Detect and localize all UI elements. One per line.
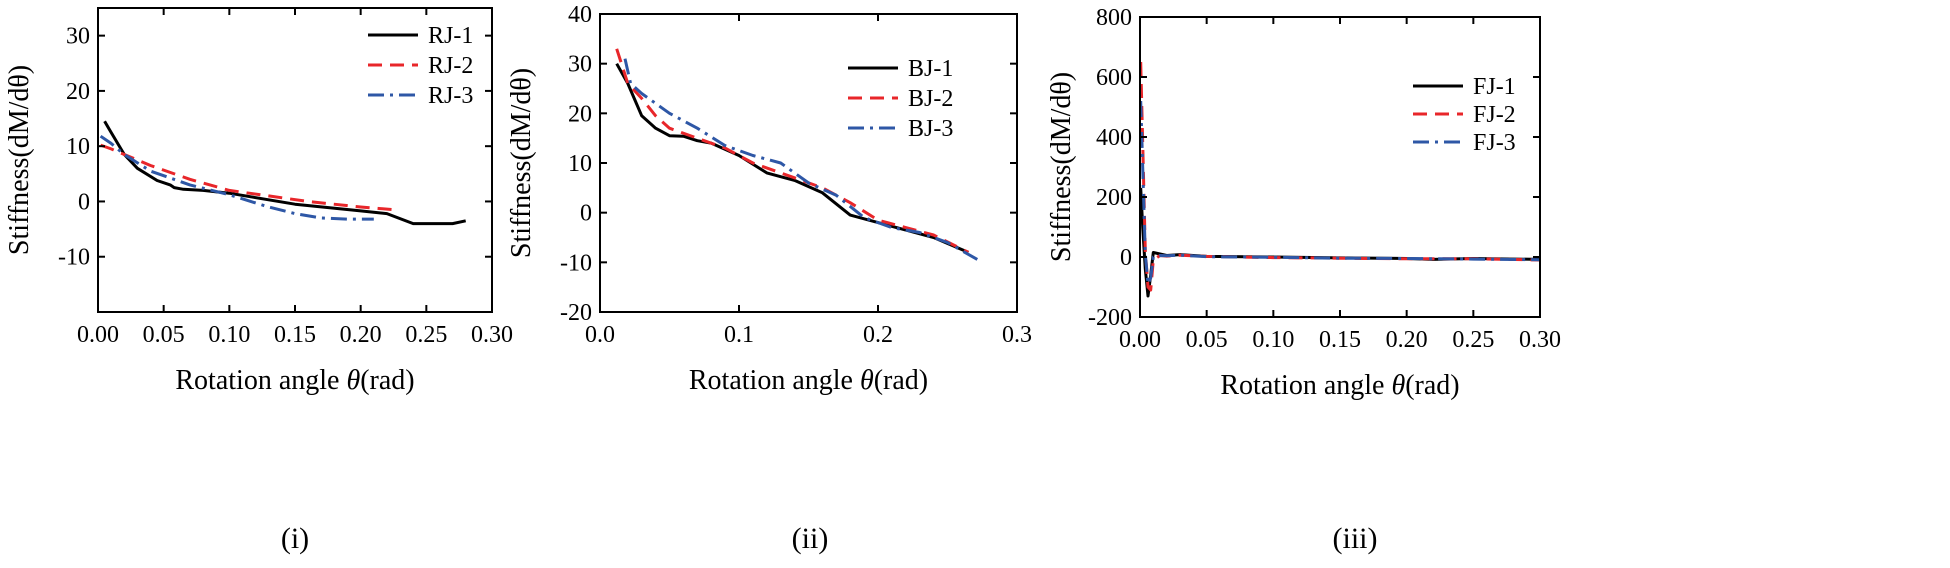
series-line-rj-1 xyxy=(103,120,467,226)
x-tick-label: 0.05 xyxy=(1186,327,1228,353)
series-line-fj-1 xyxy=(1140,187,1540,298)
panel-label: (ii) xyxy=(792,522,829,555)
series-line-bj-3 xyxy=(623,58,984,264)
legend-label-rj-3: RJ-3 xyxy=(428,83,473,109)
x-tick-label: 0.25 xyxy=(405,322,447,348)
legend-label-rj-1: RJ-1 xyxy=(428,23,473,49)
legend-label-fj-2: FJ-2 xyxy=(1473,102,1516,128)
x-axis-title: Rotation angle θ(rad) xyxy=(175,365,414,396)
panel-label: (i) xyxy=(281,522,309,555)
y-tick-label: 200 xyxy=(1096,185,1132,211)
y-tick-label: 0 xyxy=(78,189,90,215)
y-tick-label: 30 xyxy=(568,52,592,78)
y-tick-label: -10 xyxy=(58,245,90,271)
x-tick-label: 0.30 xyxy=(1519,327,1561,353)
y-axis-title: Stiffness(dM/dθ) xyxy=(1046,72,1077,262)
panel-label: (iii) xyxy=(1333,522,1378,555)
x-tick-label: 0.10 xyxy=(1252,327,1294,353)
x-tick-label: 0.20 xyxy=(340,322,382,348)
series-line-fj-3 xyxy=(1140,100,1540,286)
series-line-rj-2 xyxy=(100,143,394,212)
chart-panel-ii: 0.0 0.1 0.2 0.3 -20 -10 0 10 20 30 40 Rotation angl… xyxy=(506,2,1032,555)
x-tick-label: 0.05 xyxy=(143,322,185,348)
x-tick-label: 0.0 xyxy=(585,322,615,348)
x-tick-label: 0.1 xyxy=(724,322,754,348)
y-axis-title: Stiffness(dM/dθ) xyxy=(506,68,537,258)
y-tick-label: 0 xyxy=(1120,245,1132,271)
y-tick-label: 800 xyxy=(1096,5,1132,31)
series-line-rj-3 xyxy=(99,134,374,221)
y-axis-title: Stiffness(dM/dθ) xyxy=(4,65,35,255)
x-axis-title: Rotation angle θ(rad) xyxy=(689,365,928,396)
x-tick-label: 0.15 xyxy=(1319,327,1361,353)
y-tick-label: 20 xyxy=(568,101,592,127)
y-tick-label: 10 xyxy=(568,151,592,177)
x-tick-label: 0.30 xyxy=(471,322,513,348)
x-tick-label: 0.25 xyxy=(1452,327,1494,353)
chart-panel-iii: 0.00 0.05 0.10 0.15 0.20 0.25 0.30 -200 0 200 400 6… xyxy=(1046,5,1561,555)
y-tick-label: 10 xyxy=(66,134,90,160)
plot-frame xyxy=(599,13,1018,313)
x-tick-label: 0.10 xyxy=(208,322,250,348)
series-line-bj-2 xyxy=(615,48,970,254)
y-tick-label: 0 xyxy=(580,201,592,227)
legend-label-bj-2: BJ-2 xyxy=(908,86,953,112)
chart-panel-i: 0.00 0.05 0.10 0.15 0.20 0.25 0.30 -10 0 10 20 30 Ro… xyxy=(4,7,513,555)
y-tick-label: 600 xyxy=(1096,65,1132,91)
y-tick-label: 400 xyxy=(1096,125,1132,151)
x-tick-label: 0.20 xyxy=(1386,327,1428,353)
x-tick-label: 0.00 xyxy=(77,322,119,348)
x-tick-label: 0.15 xyxy=(274,322,316,348)
legend-label-fj-3: FJ-3 xyxy=(1473,130,1516,156)
plot-frame xyxy=(1139,16,1541,318)
legend-label-bj-1: BJ-1 xyxy=(908,56,953,82)
y-tick-label: 20 xyxy=(66,79,90,105)
y-tick-label: 30 xyxy=(66,24,90,50)
legend-label-bj-3: BJ-3 xyxy=(908,116,953,142)
y-tick-label: -20 xyxy=(560,300,592,326)
legend-label-rj-2: RJ-2 xyxy=(428,53,473,79)
x-axis-title: Rotation angle θ(rad) xyxy=(1220,370,1459,401)
y-tick-label: -10 xyxy=(560,250,592,276)
x-tick-label: 0.2 xyxy=(863,322,893,348)
y-tick-label: -200 xyxy=(1088,305,1132,331)
x-tick-label: 0.00 xyxy=(1119,327,1161,353)
legend-label-fj-1: FJ-1 xyxy=(1473,74,1516,100)
x-tick-label: 0.3 xyxy=(1002,322,1032,348)
y-tick-label: 40 xyxy=(568,2,592,28)
